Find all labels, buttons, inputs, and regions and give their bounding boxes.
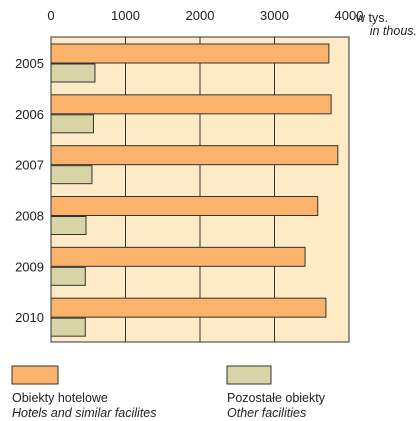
bar-other-2009 xyxy=(50,266,86,286)
y-category-label-2010: 2010 xyxy=(15,310,44,325)
legend-label-hotels: Obiekty hotelowe xyxy=(12,391,108,405)
legend-label-other-en: Other facilities xyxy=(227,406,306,420)
y-category-label-2005: 2005 xyxy=(15,56,44,71)
bars xyxy=(50,43,339,337)
bar-other-2006 xyxy=(50,114,94,134)
unit-label-pl: w tys. xyxy=(355,11,388,25)
bar-hotels-2010 xyxy=(50,297,327,318)
y-category-label-2009: 2009 xyxy=(15,259,44,274)
bar-hotels-2009 xyxy=(50,246,306,267)
bar-other-2007 xyxy=(50,165,93,185)
legend: Obiekty hotelowe Hotels and similar faci… xyxy=(11,365,326,420)
y-category-label-2008: 2008 xyxy=(15,209,44,224)
legend-swatch-other xyxy=(226,365,272,385)
bar-hotels-2006 xyxy=(50,94,332,115)
y-category-label-2006: 2006 xyxy=(15,107,44,122)
x-tick-label-1000: 1000 xyxy=(111,8,140,23)
x-tick-label-4000: 4000 xyxy=(335,8,364,23)
x-tick-label-3000: 3000 xyxy=(260,8,289,23)
bar-hotels-2005 xyxy=(50,43,330,64)
x-tick-label-2000: 2000 xyxy=(186,8,215,23)
bar-other-2008 xyxy=(50,216,87,235)
legend-label-other: Pozostałe obiekty xyxy=(227,391,326,405)
bar-other-2005 xyxy=(50,63,96,83)
y-category-label-2007: 2007 xyxy=(15,158,44,173)
unit-label-en: in thous. xyxy=(370,24,417,38)
x-axis-ticks: 0 1000 2000 3000 4000 xyxy=(47,8,363,23)
y-axis-categories: 2005 2006 2007 2008 2009 2010 xyxy=(15,56,44,325)
bar-hotels-2007 xyxy=(50,145,339,166)
x-tick-label-0: 0 xyxy=(47,8,54,23)
bar-hotels-2008 xyxy=(50,196,319,216)
legend-swatch-hotels xyxy=(11,365,59,385)
bar-other-2010 xyxy=(50,317,86,337)
legend-label-hotels-en: Hotels and similar facilites xyxy=(12,406,157,420)
grid-lines xyxy=(125,37,275,342)
